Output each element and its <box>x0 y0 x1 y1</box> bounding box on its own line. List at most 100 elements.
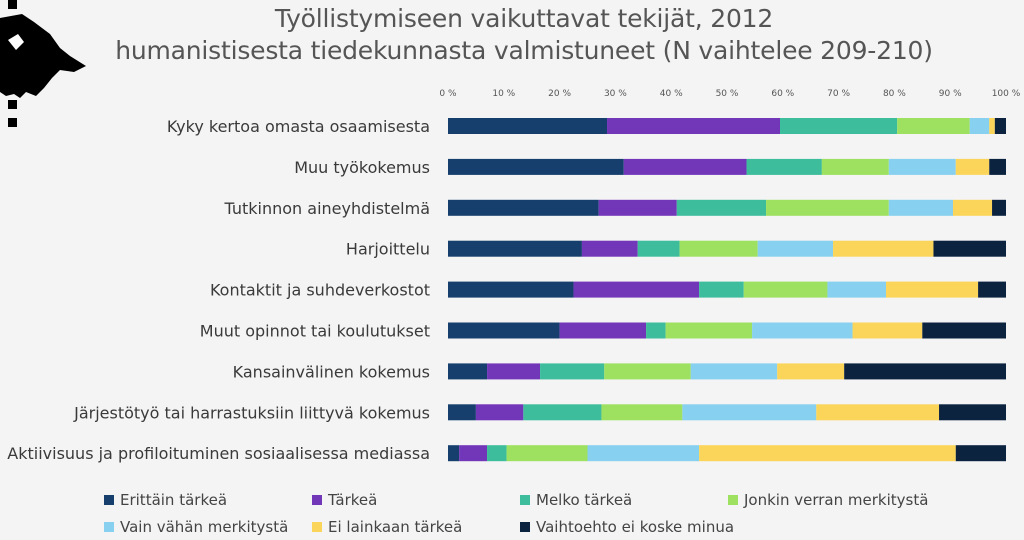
x-tick-label: 20 % <box>548 89 571 99</box>
legend-swatch <box>312 495 322 505</box>
bar-segment <box>969 118 990 134</box>
legend-item: Tärkeä <box>312 491 377 509</box>
category-label: Muu työkokemus <box>294 158 430 177</box>
legend-swatch <box>520 495 530 505</box>
category-label: Järjestötyö tai harrastuksiin liittyvä k… <box>73 403 430 422</box>
category-label: Muut opinnot tai koulutukset <box>200 322 430 341</box>
bar-segment <box>888 158 956 175</box>
legend-swatch <box>312 522 322 532</box>
legend-label: Vain vähän merkitystä <box>120 518 289 536</box>
bar-segment <box>833 240 934 257</box>
bar-segment <box>852 322 923 339</box>
bar-segment <box>448 199 599 216</box>
bar-segment <box>827 281 887 298</box>
category-label: Harjoittelu <box>346 240 430 259</box>
bar-segment <box>598 199 677 216</box>
bar-segment <box>897 118 970 134</box>
legend-swatch <box>520 522 530 532</box>
bar-segment <box>487 363 541 380</box>
legend-item: Jonkin verran merkitystä <box>728 491 928 509</box>
bar-segment <box>448 322 560 339</box>
bar-segment <box>448 445 460 462</box>
bar-segment <box>757 240 834 257</box>
bar-segment <box>994 118 1006 134</box>
category-label: Aktiivisuus ja profiloituminen sosiaalis… <box>7 444 430 463</box>
legend-item: Vain vähän merkitystä <box>104 518 288 536</box>
legend-label: Melko tärkeä <box>536 491 633 509</box>
bar-segment <box>989 158 1006 175</box>
bar-segment <box>746 158 822 175</box>
bar-segment <box>766 199 889 216</box>
legend-item: Erittäin tärkeä <box>104 491 227 509</box>
legend-swatch <box>104 495 114 505</box>
legend-label: Erittäin tärkeä <box>120 491 228 509</box>
bar-segment <box>448 240 582 257</box>
bar-segment <box>676 199 767 216</box>
legend-label: Tärkeä <box>328 491 378 509</box>
legend-item: Ei lainkaan tärkeä <box>312 518 462 536</box>
chart-title-line2: humanistisesta tiedekunnasta valmistunee… <box>115 36 933 65</box>
x-tick-label: 60 % <box>771 89 794 99</box>
bar-segment <box>886 281 979 298</box>
bar-segment <box>816 404 940 421</box>
category-label: Kontaktit ja suhdeverkostot <box>210 281 430 300</box>
legend-item: Vaihtoehto ei koske minua <box>520 518 734 536</box>
bar-segment <box>992 199 1006 216</box>
bar-segment <box>682 404 817 421</box>
bar-segment <box>475 404 524 421</box>
bar-segment <box>955 158 990 175</box>
bar-segment <box>623 158 747 175</box>
bar-segment <box>699 445 956 462</box>
bar-segment <box>506 445 588 462</box>
x-tick-label: 80 % <box>883 89 906 99</box>
bar-segment <box>821 158 889 175</box>
bar-segment <box>559 322 647 339</box>
bar-segment <box>844 363 1006 380</box>
bar-segment <box>637 240 680 257</box>
x-tick-label: 90 % <box>939 89 962 99</box>
legend-swatch <box>728 495 738 505</box>
bar-segment <box>752 322 853 339</box>
bar-segment <box>573 281 700 298</box>
x-tick-label: 50 % <box>716 89 739 99</box>
bar-segment <box>523 404 602 421</box>
bar-segment <box>448 281 574 298</box>
bar-segment <box>922 322 1006 339</box>
bar-segment <box>699 281 744 298</box>
bar-segment <box>777 363 845 380</box>
x-tick-label: 30 % <box>604 89 627 99</box>
bar-segment <box>448 404 476 421</box>
bar-segment <box>933 240 1006 257</box>
chart-title-line1: Työllistymiseen vaikuttavat tekijät, 201… <box>274 4 774 33</box>
university-of-helsinki-logo-icon <box>0 0 86 127</box>
bar-segment <box>939 404 1006 421</box>
bar-segment <box>665 322 753 339</box>
x-tick-label: 70 % <box>827 89 850 99</box>
x-tick-label: 10 % <box>492 89 515 99</box>
bar-segment <box>448 158 624 175</box>
bar-segment <box>888 199 953 216</box>
bar-segment <box>607 118 781 134</box>
category-label: Kyky kertoa omasta osaamisesta <box>167 117 430 136</box>
bar-segment <box>679 240 758 257</box>
bar-segment <box>952 199 993 216</box>
x-tick-label: 100 % <box>992 89 1021 99</box>
bar-segment <box>743 281 828 298</box>
bar-segment <box>989 118 995 134</box>
bar-segment <box>459 445 488 462</box>
x-tick-label: 0 % <box>439 89 457 99</box>
bar-segment <box>487 445 507 462</box>
bar-segment <box>646 322 666 339</box>
bar-segment <box>690 363 778 380</box>
x-tick-label: 40 % <box>660 89 683 99</box>
legend-swatch <box>104 522 114 532</box>
bar-segment <box>581 240 638 257</box>
bar-segment <box>448 363 488 380</box>
bar-segment <box>587 445 700 462</box>
bar-segment <box>978 281 1006 298</box>
legend-label: Vaihtoehto ei koske minua <box>536 518 735 536</box>
legend-label: Jonkin verran merkitystä <box>744 491 929 509</box>
legend-item: Melko tärkeä <box>520 491 632 509</box>
legend-label: Ei lainkaan tärkeä <box>328 518 463 536</box>
